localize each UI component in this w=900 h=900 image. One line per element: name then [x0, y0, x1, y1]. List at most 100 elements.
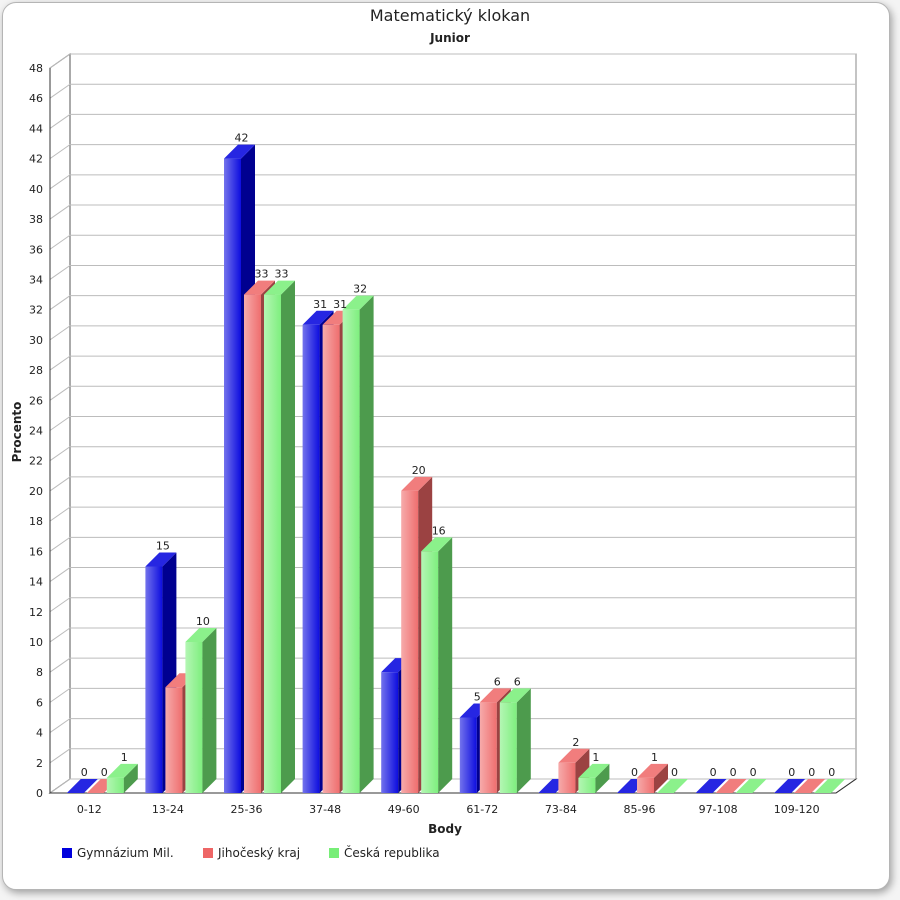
bar: [578, 763, 610, 793]
bar-front: [421, 551, 439, 793]
data-label: 16: [432, 524, 446, 537]
grid-line: [49, 748, 856, 764]
legend-item-gymnazium[interactable]: Gymnázium Mil.: [62, 846, 174, 860]
bar: [421, 537, 453, 793]
legend-label: Česká republika: [344, 846, 440, 860]
bars: [66, 144, 846, 793]
y-tick-label: 44: [29, 122, 43, 135]
bar: [499, 688, 531, 793]
data-label: 0: [750, 766, 757, 779]
bar: [695, 779, 727, 793]
bar-top: [578, 763, 610, 778]
x-tick-label: 109-120: [774, 803, 820, 816]
bar-front: [578, 777, 596, 793]
grid-line: [49, 325, 856, 341]
bar-front: [322, 324, 340, 793]
grid-line: [49, 174, 856, 190]
data-label: 0: [730, 766, 737, 779]
bar-side: [516, 688, 531, 793]
bar-front: [224, 158, 241, 793]
grid-line: [49, 536, 856, 552]
bar-top: [637, 763, 668, 778]
x-tick-label: 49-60: [388, 803, 420, 816]
bar-front: [264, 294, 281, 793]
data-label: 42: [235, 132, 249, 145]
bar-top: [499, 688, 531, 703]
bar-side: [359, 295, 374, 793]
legend-item-jihocesky[interactable]: Jihočeský kraj: [203, 846, 300, 860]
data-label: 0: [788, 766, 795, 779]
bar-top: [735, 779, 767, 793]
bar-side: [595, 763, 610, 793]
bar: [657, 779, 688, 793]
grid-line: [49, 687, 856, 703]
bar-side: [202, 627, 217, 793]
grid-line: [49, 718, 856, 733]
x-tick-label: 73-84: [545, 803, 577, 816]
bar-front: [459, 717, 477, 793]
bar-top: [715, 779, 747, 793]
bar-top: [558, 748, 590, 763]
bar-front: [106, 777, 124, 793]
x-tick-label: 37-48: [309, 803, 341, 816]
bar-top: [302, 310, 334, 325]
grid-line: [49, 295, 856, 311]
bar: [794, 779, 826, 793]
y-tick-label: 22: [29, 455, 43, 468]
bar-side: [654, 763, 668, 793]
y-tick-label: 40: [29, 183, 43, 196]
data-label: 15: [156, 539, 170, 552]
legend-swatch: [62, 848, 72, 858]
bar-front: [637, 777, 654, 793]
y-tick-label: 18: [29, 515, 43, 528]
data-label: 5: [474, 690, 481, 703]
data-label: 0: [710, 766, 717, 779]
y-tick-label: 30: [29, 334, 43, 347]
legend-swatch: [329, 848, 339, 858]
bar-front: [145, 566, 163, 793]
y-tick-label: 10: [29, 636, 43, 649]
y-tick-label: 28: [29, 364, 43, 377]
y-tick-label: 0: [36, 787, 43, 800]
bar-front: [499, 702, 517, 793]
grid-lines: [49, 53, 856, 794]
legend-label: Gymnázium Mil.: [77, 846, 174, 860]
data-label: 1: [651, 751, 658, 764]
bar: [735, 779, 767, 793]
bar: [66, 779, 98, 793]
bar-side: [438, 537, 453, 793]
bar: [637, 763, 668, 793]
y-tick-label: 48: [29, 62, 43, 75]
y-tick-label: 8: [36, 666, 43, 679]
grid-line: [49, 53, 856, 69]
y-axis-label: Procento: [10, 402, 24, 463]
bar: [185, 627, 217, 793]
x-tick-label: 85-96: [624, 803, 656, 816]
grid-line: [49, 83, 856, 99]
bar: [774, 779, 806, 793]
data-label: 20: [412, 464, 426, 477]
y-tick-label: 14: [29, 576, 43, 589]
bar-front: [401, 490, 419, 793]
y-tick-label: 46: [29, 92, 43, 105]
grid-line: [49, 657, 856, 673]
grid-line: [49, 446, 856, 462]
bar-front: [479, 702, 497, 793]
bar-top: [264, 280, 295, 295]
y-tick-label: 4: [36, 727, 43, 740]
bar-top: [342, 295, 374, 310]
y-tick-label: 42: [29, 153, 43, 166]
x-axis-label: Body: [428, 822, 462, 836]
legend-item-ceska-republika[interactable]: Česká republika: [329, 846, 440, 860]
data-label: 6: [494, 675, 501, 688]
bar-top: [106, 763, 138, 778]
bar-front: [165, 687, 183, 793]
x-tick-label: 13-24: [152, 803, 184, 816]
y-tick-label: 38: [29, 213, 43, 226]
legend-label: Jihočeský kraj: [218, 846, 301, 860]
grid-line: [49, 627, 856, 643]
bar-top: [66, 779, 98, 793]
bar: [814, 779, 846, 793]
bar-top: [479, 688, 511, 703]
